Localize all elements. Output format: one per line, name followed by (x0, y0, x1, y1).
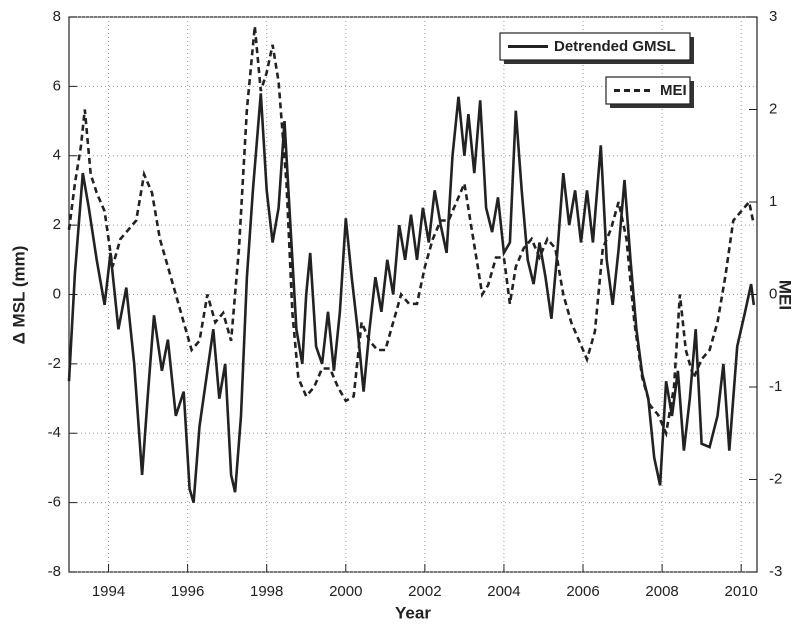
y2-tick-label: -1 (769, 378, 782, 395)
y-tick-label: -6 (48, 494, 61, 511)
x-axis-label: Year (395, 603, 431, 622)
y-tick-label: 6 (53, 77, 61, 94)
x-tick-label: 2002 (408, 583, 441, 600)
y-tick-label: -4 (48, 424, 61, 441)
y-tick-label: -8 (48, 563, 61, 580)
y2-tick-label: 0 (769, 285, 777, 302)
x-tick-label: 2008 (645, 583, 678, 600)
legend-label: MEI (660, 82, 687, 99)
x-tick-label: 2006 (566, 583, 599, 600)
y-axis-label: Δ MSL (mm) (9, 246, 28, 345)
x-tick-label: 1998 (250, 583, 283, 600)
x-tick-label: 2000 (329, 583, 362, 600)
y2-tick-label: -3 (769, 563, 782, 580)
y2-tick-label: 2 (769, 100, 777, 117)
data-line (67, 93, 756, 503)
x-tick-label: 1994 (92, 583, 125, 600)
y2-tick-label: -2 (769, 470, 782, 487)
legend-label: Detrended GMSL (554, 38, 676, 55)
y-tick-label: -2 (48, 355, 61, 372)
y2-axis-label: MEI (776, 280, 795, 310)
data-line (67, 26, 755, 438)
x-tick-label: 2010 (724, 583, 757, 600)
x-tick-label: 1996 (171, 583, 204, 600)
y2-tick-label: 3 (769, 8, 777, 25)
y-tick-label: 2 (53, 216, 61, 233)
y2-tick-label: 1 (769, 193, 777, 210)
y-tick-label: 4 (53, 147, 61, 164)
y-tick-label: 8 (53, 8, 61, 25)
y-tick-label: 0 (53, 285, 61, 302)
x-tick-label: 2004 (487, 583, 520, 600)
